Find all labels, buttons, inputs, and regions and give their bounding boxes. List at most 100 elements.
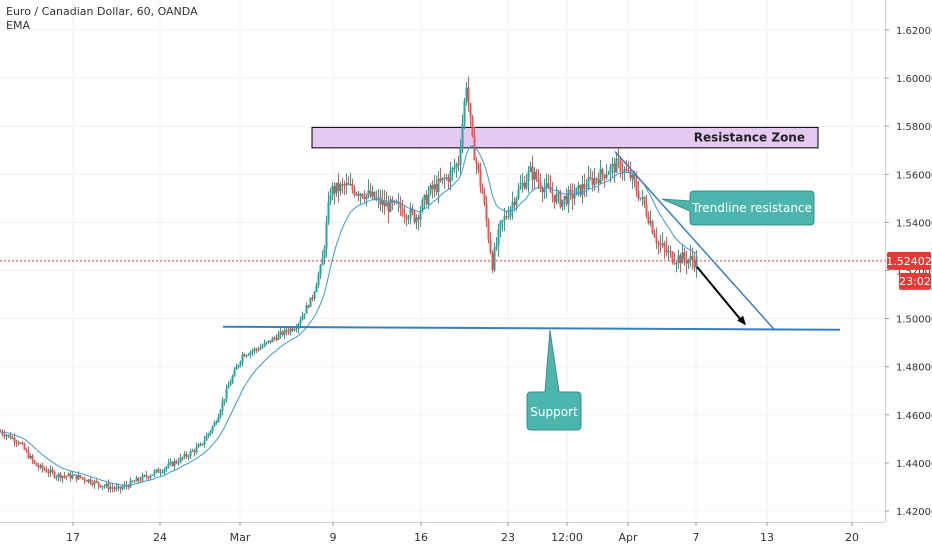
- candle: [263, 339, 266, 348]
- candle: [519, 175, 522, 190]
- candle: [57, 472, 60, 482]
- candle: [505, 210, 508, 220]
- candle: [565, 188, 568, 207]
- candle: [683, 247, 686, 266]
- candle: [31, 453, 34, 465]
- price-tick-label: 1.50000: [896, 315, 932, 326]
- candle: [689, 244, 692, 267]
- candle: [429, 183, 432, 196]
- candle: [533, 167, 536, 189]
- time-tick-label: 23: [501, 531, 515, 544]
- candle: [351, 178, 354, 194]
- candle: [91, 479, 94, 487]
- candle: [167, 458, 170, 469]
- candle: [247, 353, 250, 356]
- candle: [239, 360, 242, 368]
- candle: [311, 294, 314, 302]
- candle: [101, 486, 104, 490]
- candle: [543, 178, 546, 199]
- candle: [349, 172, 352, 187]
- candle: [141, 472, 144, 483]
- candle: [17, 440, 20, 446]
- indicator-label[interactable]: EMA: [6, 19, 30, 32]
- candle: [243, 352, 246, 357]
- support-line[interactable]: [222, 325, 841, 331]
- candle: [347, 176, 350, 186]
- candle: [303, 313, 306, 320]
- price-tick-label: 1.62000: [896, 26, 932, 37]
- candle: [607, 170, 610, 176]
- candle: [181, 456, 184, 461]
- symbol-title[interactable]: Euro / Canadian Dollar, 60, OANDA: [6, 5, 198, 18]
- candle: [211, 425, 214, 435]
- time-tick-label: 13: [760, 531, 774, 544]
- candle: [317, 271, 320, 289]
- candle: [195, 442, 198, 455]
- candle: [563, 195, 566, 210]
- projection-arrow[interactable]: [696, 266, 743, 322]
- trendline-resistance-line[interactable]: [614, 150, 775, 330]
- candle: [111, 482, 114, 493]
- candle: [673, 252, 676, 265]
- last-price-value: 1.52402: [886, 255, 932, 268]
- candle: [637, 180, 640, 202]
- time-tick-label: 20: [845, 531, 859, 544]
- candle: [479, 162, 482, 193]
- candle: [653, 229, 656, 239]
- bar-countdown: 23:02: [899, 275, 931, 288]
- candle: [623, 166, 626, 182]
- support-callout[interactable]: Support: [526, 330, 582, 431]
- candle: [163, 467, 166, 476]
- candle: [679, 253, 682, 273]
- candle: [495, 237, 498, 251]
- candle: [509, 206, 512, 221]
- candle: [235, 363, 238, 370]
- time-axis[interactable]: 17 24 Mar 9 16 23 12:00 Apr 7 13 20: [66, 522, 859, 544]
- candle: [197, 443, 200, 448]
- candle: [285, 327, 288, 336]
- candle: [661, 232, 664, 248]
- trendline-callout-label: Trendline resistance: [691, 201, 812, 215]
- candle: [65, 475, 68, 480]
- candle: [487, 217, 490, 244]
- candle: [365, 193, 368, 206]
- price-axis[interactable]: 1.62000 1.60000 1.58000 1.56000 1.54000 1.520…: [885, 26, 932, 518]
- candle: [251, 348, 254, 357]
- candle: [675, 260, 678, 273]
- candle: [19, 441, 22, 445]
- candle: [433, 174, 436, 198]
- candle: [399, 196, 402, 217]
- support-callout-label: Support: [530, 405, 578, 419]
- candle: [253, 347, 256, 355]
- candle: [425, 190, 428, 206]
- candle: [287, 327, 290, 335]
- candle: [49, 465, 52, 478]
- candle: [103, 484, 106, 489]
- candle: [9, 431, 12, 440]
- candle: [159, 468, 162, 477]
- candle: [643, 196, 646, 208]
- candle: [165, 465, 168, 472]
- candle: [129, 477, 132, 488]
- resistance-zone[interactable]: [311, 126, 819, 149]
- candle: [63, 471, 66, 479]
- candle: [491, 250, 494, 274]
- candle: [109, 482, 112, 493]
- candle: [605, 164, 608, 180]
- time-tick-label: 12:00: [551, 531, 583, 544]
- trendline-callout[interactable]: Trendline resistance: [661, 190, 815, 226]
- ema-line: [0, 145, 697, 486]
- candle: [323, 245, 326, 265]
- candle: [551, 181, 554, 203]
- candle: [507, 206, 510, 220]
- candle: [227, 381, 230, 389]
- candle: [387, 195, 390, 224]
- candle: [223, 399, 226, 406]
- candle: [415, 214, 418, 230]
- countdown-badge-bg: [899, 272, 931, 290]
- candle: [237, 364, 240, 369]
- candle: [279, 327, 282, 339]
- candle: [521, 173, 524, 193]
- candle: [443, 173, 446, 189]
